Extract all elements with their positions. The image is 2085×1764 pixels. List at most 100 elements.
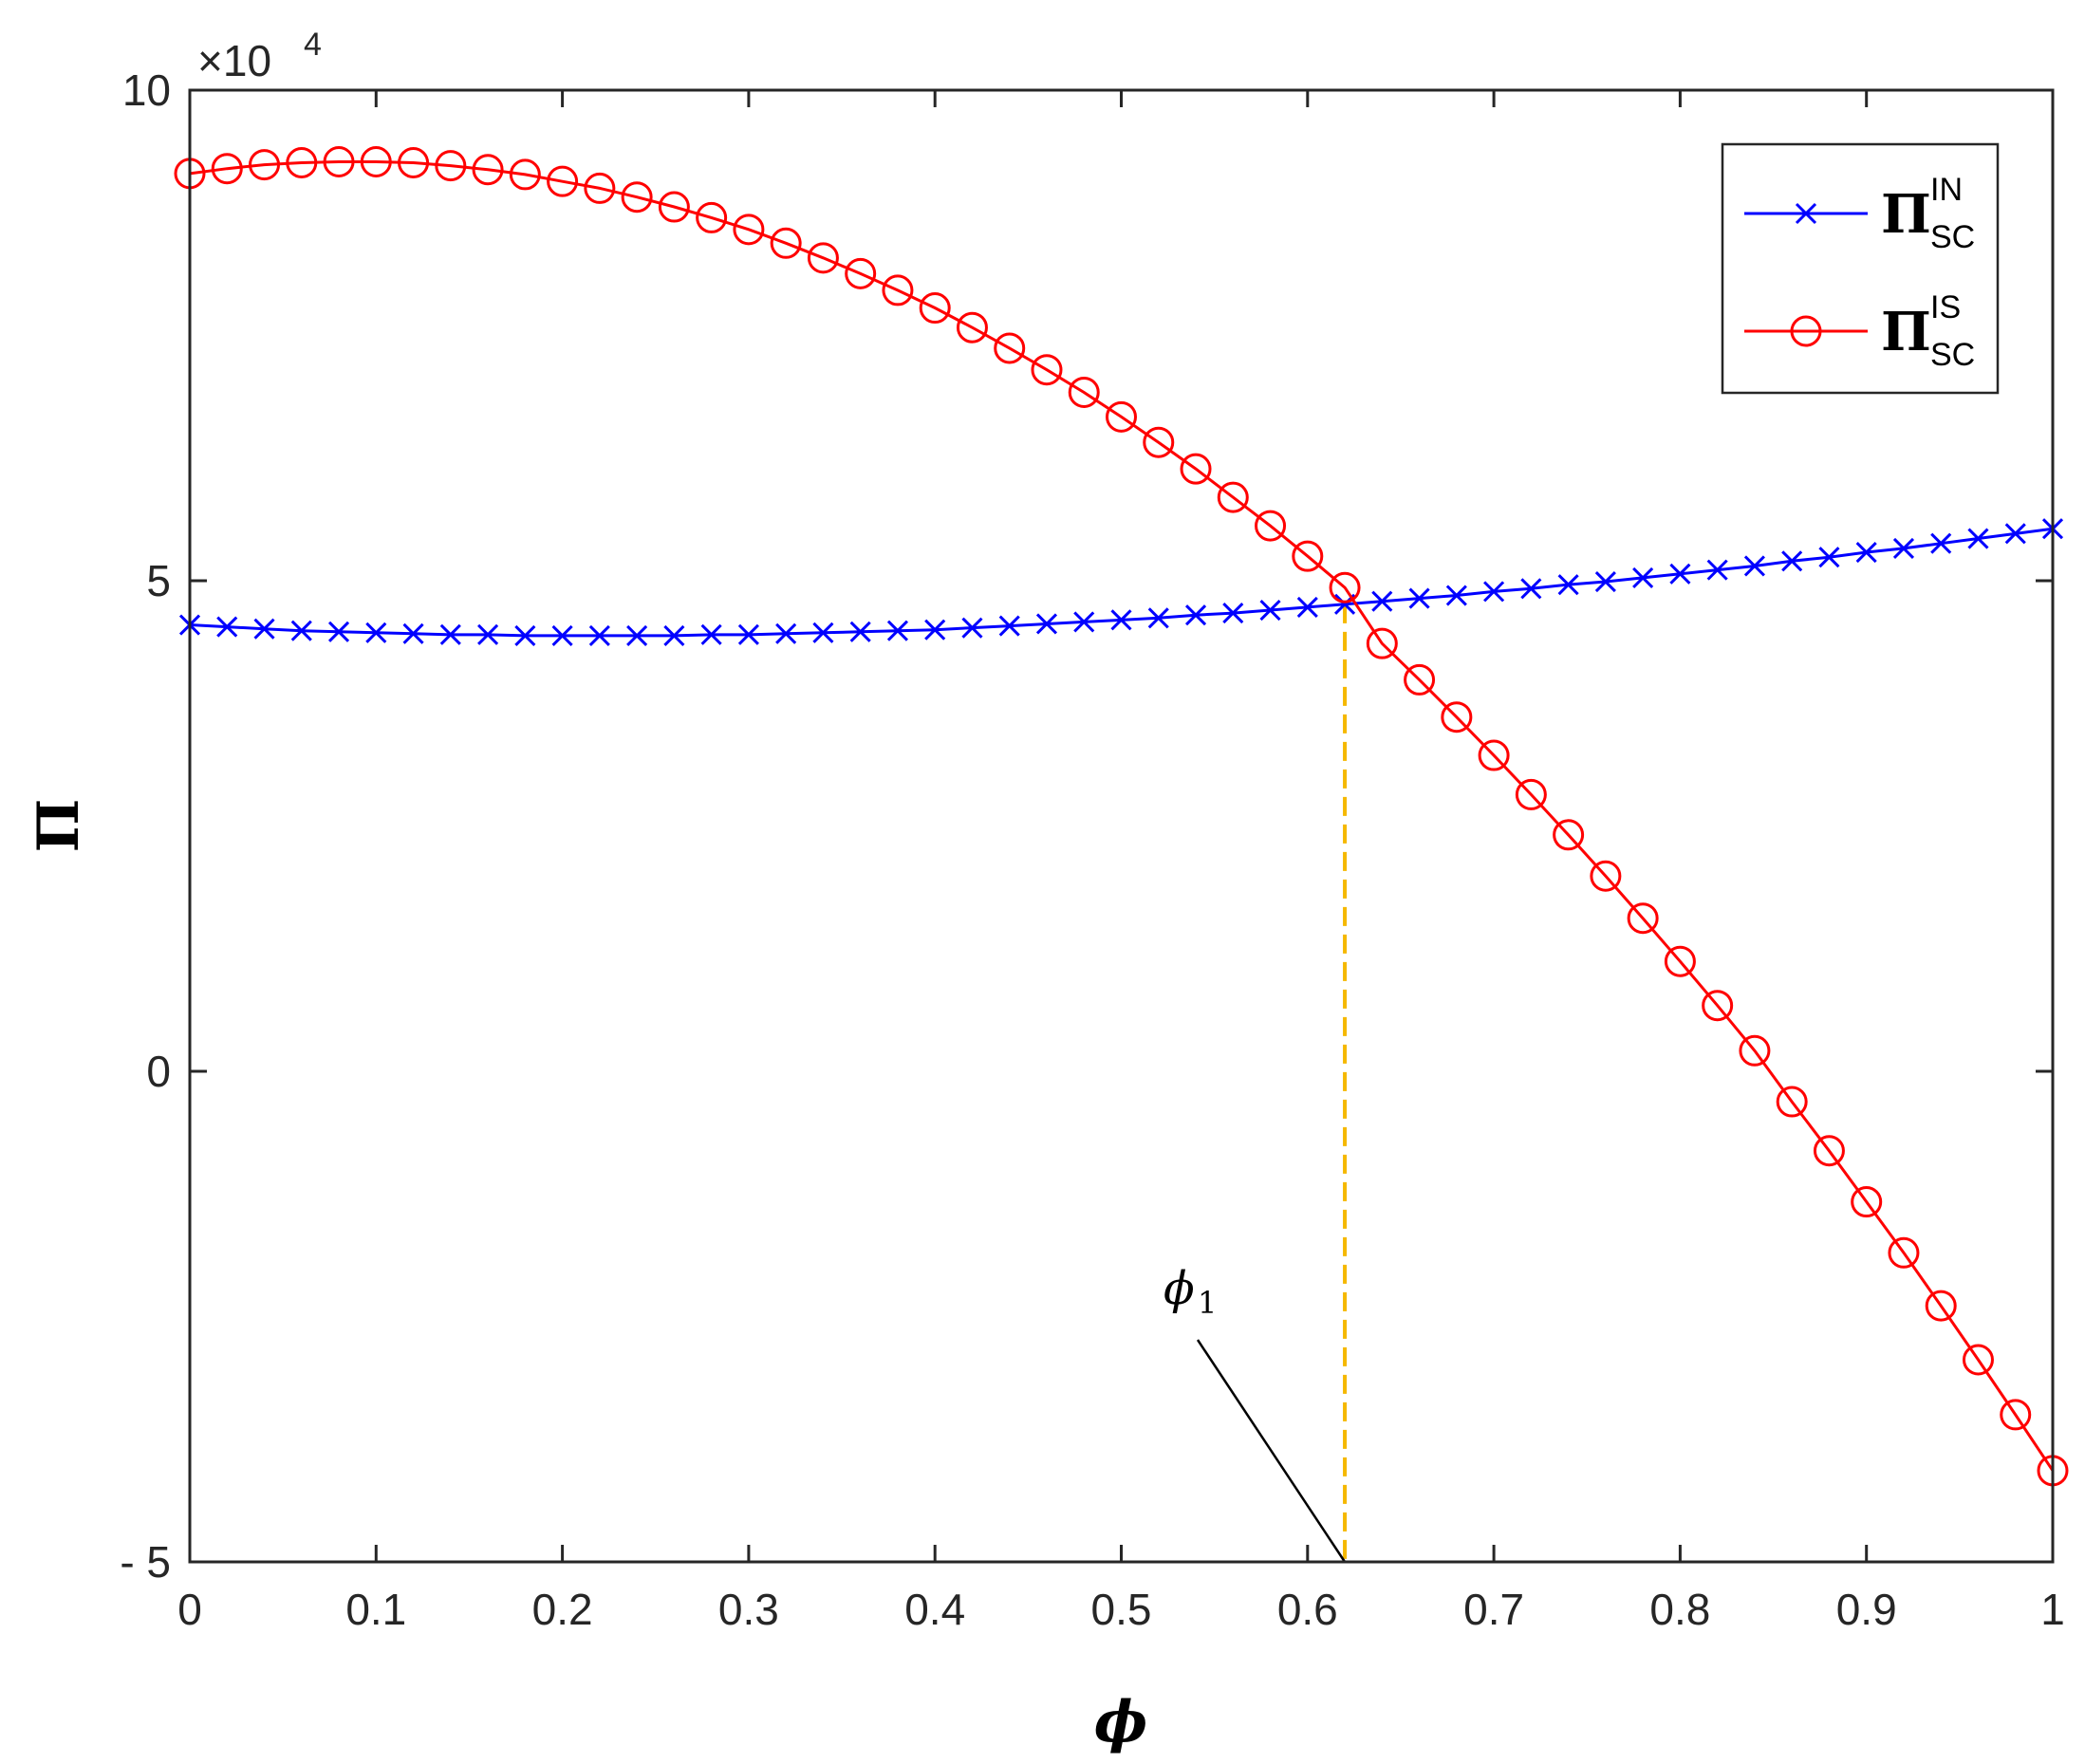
data-point [1366,627,1398,659]
legend-box [1721,142,2000,395]
series-line-is [189,160,2055,1472]
y-tick-label: - 5 [120,1537,171,1587]
y-axis-title: Π [26,799,92,853]
data-point [696,201,728,233]
data-point [1329,571,1361,603]
series-layer [174,145,2069,1487]
data-point [1483,581,1505,603]
x-tick-label: 0.9 [1836,1585,1897,1634]
legend-swatch-marker [1795,202,1817,225]
data-point [439,623,461,645]
data-point [1855,541,1877,564]
data-point [998,615,1020,637]
data-point [1664,945,1696,977]
data-point [1222,603,1244,624]
data-point [1813,1135,1845,1167]
data-point [775,622,797,644]
data-point [1739,1034,1771,1067]
data-point [1706,559,1728,581]
data-point [253,618,275,640]
data-point [621,181,653,214]
data-point [812,622,834,643]
data-point [1553,819,1585,851]
data-point [1255,510,1287,542]
x-tick-label: 0.2 [532,1585,593,1634]
data-point [1627,902,1659,935]
x-axis-title: ϕ [1094,1689,1147,1755]
data-point [1743,555,1765,577]
data-point [509,158,541,191]
phi1-leader-line [1196,1339,1347,1563]
legend-label-sub: SC [1930,219,1975,255]
data-point [658,191,690,223]
data-point [398,147,430,179]
phi1-label: ϕ [1164,1262,1195,1315]
data-point [472,154,504,186]
series-is [174,145,2069,1487]
data-point [1851,1186,1883,1218]
legend-swatch-marker [1790,315,1822,347]
y-tick-label: 0 [146,1047,171,1096]
data-point [1967,528,1989,549]
data-point [1781,550,1803,572]
legend-label-sup: IS [1930,289,1961,325]
data-point [1147,607,1169,629]
x-tick-label: 0.1 [345,1585,406,1634]
data-point [1143,426,1175,458]
legend-entry-in: Π IN SC [1744,172,1975,255]
phi1-subscript: 1 [1198,1285,1217,1321]
x-tick-label: 0.7 [1463,1585,1524,1634]
plot-frame [188,88,2055,1564]
data-point [1478,739,1510,771]
data-point [1818,547,1840,568]
data-point [1259,599,1281,622]
data-point [1184,604,1207,626]
data-point [1106,400,1137,433]
data-point [1408,587,1430,609]
data-point [360,145,392,177]
data-point [807,242,839,274]
y-tick-label: 5 [146,556,171,605]
data-point [1031,354,1063,386]
data-point [663,624,685,646]
x-tick-label: 0.4 [904,1585,965,1634]
data-point [770,227,802,259]
data-point [1445,585,1467,606]
data-point [1404,663,1436,696]
data-point [1962,1344,1994,1376]
data-point [1515,778,1547,810]
data-point [547,165,579,197]
legend-label-main: Π [1881,183,1931,246]
y-tick-label: 10 [122,65,171,115]
data-point [2000,1399,2032,1431]
data-point [1371,590,1393,612]
data-point [211,153,243,185]
data-point [919,292,951,325]
data-point [588,624,610,646]
legend-entry-is: Π IS SC [1744,289,1975,373]
x-tick-label: 0.6 [1277,1585,1338,1634]
data-point [1669,563,1691,585]
data-point [1776,1086,1808,1118]
data-point [924,619,946,641]
data-point [1068,376,1100,408]
data-point [1180,453,1212,485]
data-point [1892,537,1915,559]
data-point [737,623,759,645]
x-tick-label: 1 [2040,1585,2065,1634]
data-point [961,617,983,639]
data-point [1590,860,1622,892]
data-point [1632,566,1654,588]
data-point [1925,1290,1957,1322]
data-point [886,620,909,641]
data-point [1441,701,1473,733]
data-point [2004,523,2026,545]
data-point [1110,609,1132,631]
data-point [286,147,318,179]
exponent-power: 4 [304,27,322,63]
